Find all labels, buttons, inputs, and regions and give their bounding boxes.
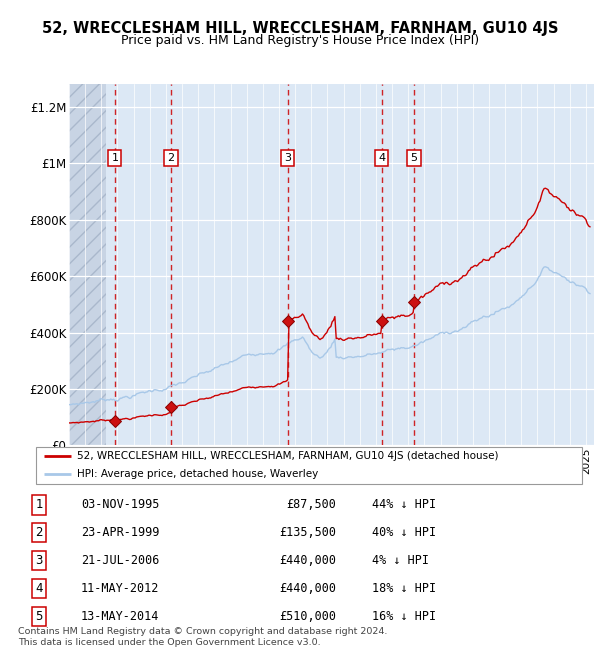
- Text: 3: 3: [35, 554, 43, 567]
- Text: 52, WRECCLESHAM HILL, WRECCLESHAM, FARNHAM, GU10 4JS: 52, WRECCLESHAM HILL, WRECCLESHAM, FARNH…: [42, 21, 558, 36]
- Text: 2: 2: [35, 526, 43, 539]
- Text: 4: 4: [35, 582, 43, 595]
- Text: Price paid vs. HM Land Registry's House Price Index (HPI): Price paid vs. HM Land Registry's House …: [121, 34, 479, 47]
- Text: 21-JUL-2006: 21-JUL-2006: [81, 554, 160, 567]
- Text: 52, WRECCLESHAM HILL, WRECCLESHAM, FARNHAM, GU10 4JS (detached house): 52, WRECCLESHAM HILL, WRECCLESHAM, FARNH…: [77, 451, 499, 462]
- Text: 44% ↓ HPI: 44% ↓ HPI: [372, 498, 436, 511]
- Text: 23-APR-1999: 23-APR-1999: [81, 526, 160, 539]
- Text: 16% ↓ HPI: 16% ↓ HPI: [372, 610, 436, 623]
- FancyBboxPatch shape: [36, 447, 582, 484]
- Text: 2: 2: [167, 153, 175, 162]
- Text: 13-MAY-2014: 13-MAY-2014: [81, 610, 160, 623]
- Text: 11-MAY-2012: 11-MAY-2012: [81, 582, 160, 595]
- Text: 4: 4: [378, 153, 385, 162]
- Text: 40% ↓ HPI: 40% ↓ HPI: [372, 526, 436, 539]
- Text: £510,000: £510,000: [279, 610, 336, 623]
- Text: 4% ↓ HPI: 4% ↓ HPI: [372, 554, 429, 567]
- Bar: [69, 84, 106, 445]
- Text: 03-NOV-1995: 03-NOV-1995: [81, 498, 160, 511]
- Text: £440,000: £440,000: [279, 582, 336, 595]
- Text: 1: 1: [35, 498, 43, 511]
- Text: 5: 5: [410, 153, 418, 162]
- Text: 1: 1: [112, 153, 118, 162]
- Text: 5: 5: [35, 610, 43, 623]
- Text: £135,500: £135,500: [279, 526, 336, 539]
- Text: HPI: Average price, detached house, Waverley: HPI: Average price, detached house, Wave…: [77, 469, 318, 480]
- Text: 18% ↓ HPI: 18% ↓ HPI: [372, 582, 436, 595]
- Text: Contains HM Land Registry data © Crown copyright and database right 2024.
This d: Contains HM Land Registry data © Crown c…: [18, 627, 388, 647]
- Text: £440,000: £440,000: [279, 554, 336, 567]
- Text: 3: 3: [284, 153, 292, 162]
- Text: £87,500: £87,500: [286, 498, 336, 511]
